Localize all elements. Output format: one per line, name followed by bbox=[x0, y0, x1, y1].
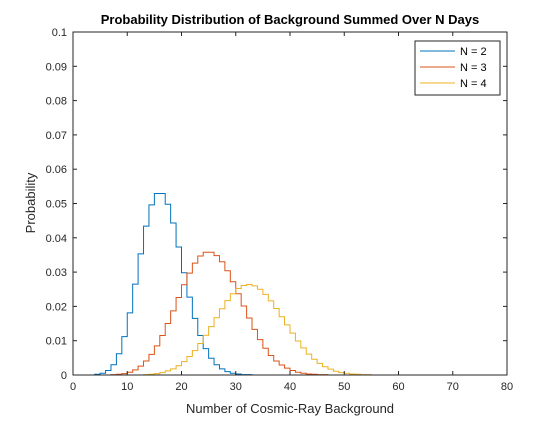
legend-label-3: N = 4 bbox=[460, 78, 487, 90]
y-tick-label: 0.05 bbox=[46, 199, 67, 211]
legend-label-1: N = 2 bbox=[460, 46, 487, 58]
y-tick-label: 0.02 bbox=[46, 301, 67, 313]
x-tick-label: 40 bbox=[284, 381, 296, 393]
series-layer bbox=[73, 193, 404, 376]
y-ticks: 0 0.01 0.02 0.03 0.04 0.05 0.06 0.07 0.08 0.09 0.1 bbox=[46, 27, 507, 382]
y-tick-label: 0.01 bbox=[46, 336, 67, 348]
y-tick-label: 0 bbox=[61, 370, 67, 382]
y-tick-label: 0.09 bbox=[46, 61, 67, 73]
y-tick-label: 0.04 bbox=[46, 233, 67, 245]
y-tick-label: 0.08 bbox=[46, 96, 67, 108]
x-tick-label: 0 bbox=[70, 381, 76, 393]
y-tick-label: 0.07 bbox=[46, 130, 67, 142]
y-tick-label: 0.1 bbox=[52, 27, 67, 39]
legend: N = 2 N = 3 N = 4 bbox=[414, 40, 501, 96]
y-axis-label: Probability bbox=[23, 172, 38, 233]
y-tick-label: 0.03 bbox=[46, 267, 67, 279]
legend-label-2: N = 3 bbox=[460, 62, 487, 74]
x-tick-label: 70 bbox=[447, 381, 459, 393]
chart-title: Probability Distribution of Background S… bbox=[101, 12, 480, 27]
x-tick-label: 60 bbox=[392, 381, 404, 393]
series-line-1 bbox=[73, 193, 296, 376]
x-tick-label: 10 bbox=[121, 381, 133, 393]
series-line-2 bbox=[73, 251, 377, 376]
y-tick-label: 0.06 bbox=[46, 164, 67, 176]
x-ticks: 0 10 20 30 40 50 60 70 80 bbox=[70, 32, 513, 393]
x-tick-label: 80 bbox=[501, 381, 513, 393]
legend-box bbox=[414, 40, 501, 96]
x-tick-label: 30 bbox=[230, 381, 242, 393]
x-tick-label: 50 bbox=[338, 381, 350, 393]
x-tick-label: 20 bbox=[175, 381, 187, 393]
x-axis-label: Number of Cosmic-Ray Background bbox=[186, 401, 394, 416]
series-line-3 bbox=[73, 283, 404, 376]
